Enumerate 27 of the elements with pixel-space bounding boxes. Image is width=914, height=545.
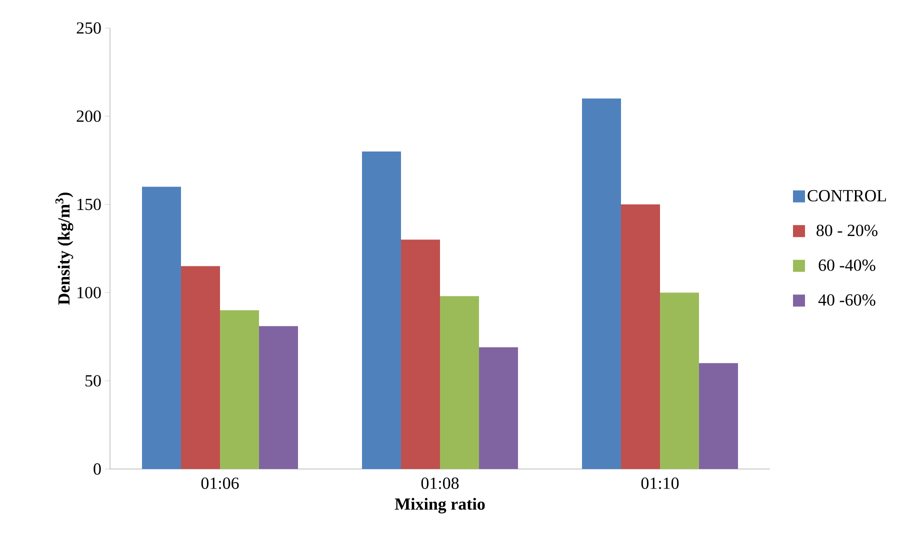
- bar: [220, 310, 259, 469]
- y-tick-label: 150: [78, 198, 101, 210]
- y-tick-label: 200: [76, 110, 101, 122]
- bar: [142, 186, 181, 469]
- y-tick-label: 100: [78, 286, 101, 298]
- bar: [401, 240, 440, 469]
- bar: [362, 151, 401, 469]
- bar: [621, 204, 660, 469]
- bar: [479, 347, 518, 469]
- x-axis-title: Mixing ratio: [394, 498, 485, 514]
- y-tick-label: 0: [94, 463, 101, 475]
- y-tick-label: 50: [86, 375, 101, 387]
- legend-label: 60 -40%: [818, 259, 876, 271]
- bar: [181, 266, 220, 469]
- bar: [582, 98, 622, 469]
- bar: [699, 363, 738, 469]
- legend-label: 80 - 20%: [816, 224, 878, 236]
- y-tick-label: 250: [76, 22, 101, 34]
- bar: [660, 292, 700, 469]
- bar: [259, 326, 298, 469]
- y-axis-title: Density (kg/m$^{3}$): [55, 192, 74, 305]
- x-tick-label: 01:06: [201, 478, 239, 490]
- x-tick-label: 01:08: [421, 478, 459, 490]
- legend-label: 40 -60%: [818, 294, 876, 306]
- x-tick-label: 01:10: [641, 478, 679, 490]
- legend-label: CONTROL: [808, 190, 886, 202]
- bar: [440, 296, 480, 469]
